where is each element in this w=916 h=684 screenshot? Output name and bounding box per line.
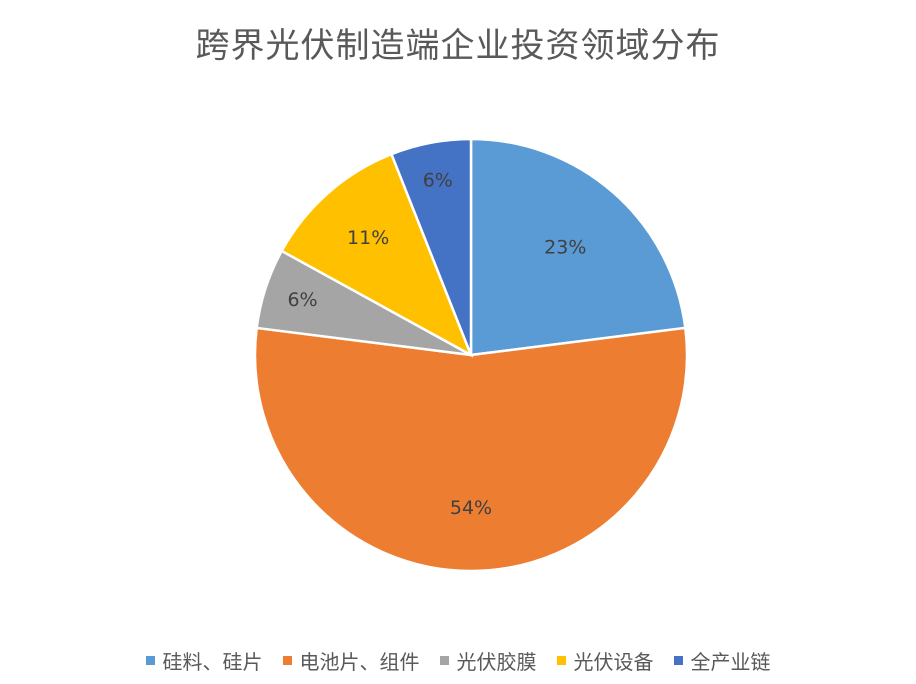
chart-title: 跨界光伏制造端企业投资领域分布	[195, 26, 721, 66]
legend-item: 硅料、硅片	[145, 646, 263, 675]
legend-item: 电池片、组件	[282, 646, 420, 675]
pie-slice	[280, 152, 474, 358]
pie-slices	[253, 137, 689, 573]
legend-swatch	[439, 656, 449, 665]
legend-swatch	[145, 656, 155, 665]
pie-slice	[469, 137, 687, 357]
slice-data-label: 11%	[347, 227, 389, 249]
legend-swatch	[556, 656, 566, 665]
pie-slice	[389, 137, 473, 356]
legend-item: 光伏设备	[556, 646, 654, 675]
slice-data-label: 6%	[423, 170, 453, 192]
legend-item: 光伏胶膜	[439, 646, 537, 675]
legend-swatch	[673, 656, 683, 665]
pie-labels: 23% 54% 6% 11% 6%	[287, 170, 586, 519]
legend-label: 硅料、硅片	[162, 650, 263, 674]
legend-label: 光伏胶膜	[456, 650, 537, 674]
slice-data-label: 23%	[544, 237, 586, 259]
legend-label: 全产业链	[690, 650, 771, 674]
pie-chart: 23% 54% 6% 11% 6%	[253, 137, 689, 573]
legend-label: 电池片、组件	[299, 650, 420, 674]
legend-label: 光伏设备	[573, 650, 654, 674]
legend: 硅料、硅片 电池片、组件 光伏胶膜 光伏设备 全产业链	[0, 646, 916, 675]
legend-swatch	[282, 656, 292, 665]
pie-slice	[253, 326, 689, 573]
slice-data-label: 6%	[287, 289, 317, 311]
legend-item: 全产业链	[673, 646, 771, 675]
slice-data-label: 54%	[450, 497, 492, 519]
